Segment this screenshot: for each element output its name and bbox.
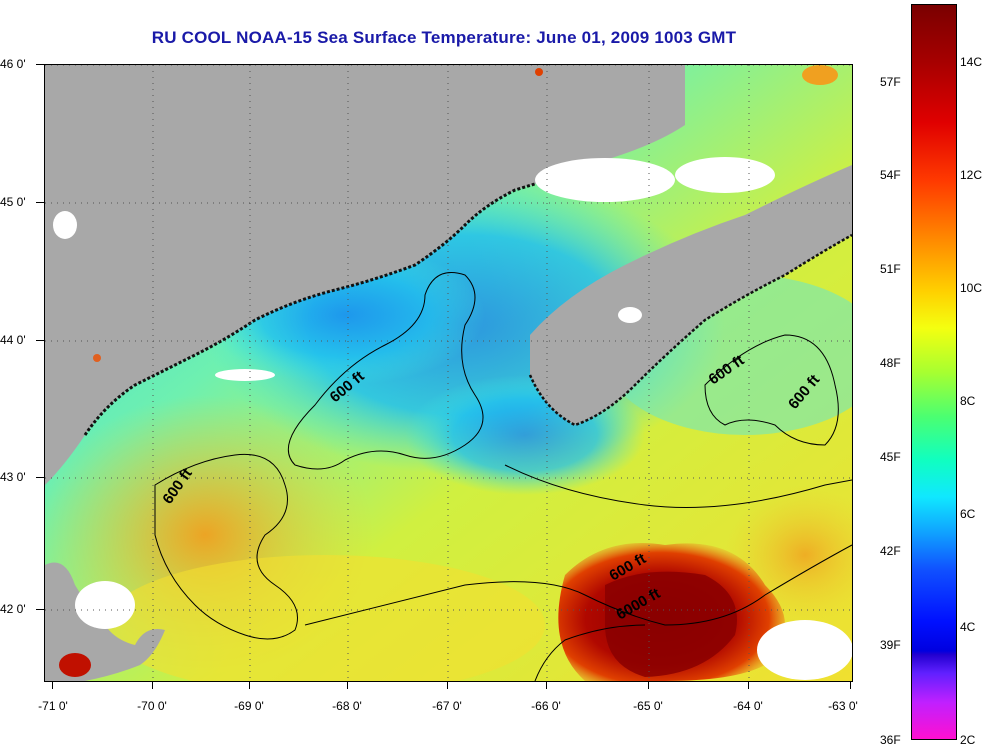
- colorbar-c-label: 2C: [960, 733, 976, 747]
- tick-mark: [249, 681, 250, 689]
- colorbar-f-label: 42F: [880, 544, 901, 558]
- warm-speck: [535, 68, 543, 76]
- tick-mark: [447, 681, 448, 689]
- longitude-label: -70 0': [137, 699, 167, 713]
- longitude-label: -63 0': [828, 699, 858, 713]
- cloud-patch: [53, 211, 77, 239]
- warm-speck: [93, 354, 101, 362]
- sst-map-svg: 600 ft 600 ft 600 ft 600 ft 600 ft 6000 …: [45, 65, 852, 681]
- sst-map[interactable]: 600 ft 600 ft 600 ft 600 ft 600 ft 6000 …: [44, 64, 853, 682]
- latitude-label: 45 0': [0, 195, 26, 209]
- land-massachusetts: [45, 562, 165, 681]
- longitude-label: -67 0': [432, 699, 462, 713]
- tick-mark: [152, 681, 153, 689]
- colorbar-f-label: 48F: [880, 356, 901, 370]
- warm-eddy-core: [605, 571, 737, 677]
- tick-mark: [748, 681, 749, 689]
- colorbar-f-label: 54F: [880, 168, 901, 182]
- colorbar-f-label: 45F: [880, 450, 901, 464]
- warm-speck: [59, 653, 91, 677]
- tick-mark: [850, 681, 851, 689]
- colorbar-f-label: 51F: [880, 262, 901, 276]
- coastline-nova-scotia: [528, 233, 852, 427]
- colorbar-c-label: 8C: [960, 394, 976, 408]
- tick-mark: [52, 681, 53, 689]
- cloud-patch: [75, 581, 135, 629]
- latitude-label: 42 0': [0, 602, 26, 616]
- colorbar-f-label: 57F: [880, 75, 901, 89]
- colorbar-f-label: 39F: [880, 638, 901, 652]
- tick-mark: [36, 64, 44, 65]
- warm-speck: [802, 65, 838, 85]
- colorbar-c-label: 6C: [960, 507, 976, 521]
- tick-mark: [648, 681, 649, 689]
- colorbar-c-label: 14C: [960, 55, 983, 69]
- colorbar-c-label: 12C: [960, 168, 983, 182]
- longitude-label: -66 0': [531, 699, 561, 713]
- cloud-patch: [535, 158, 675, 202]
- longitude-label: -71 0': [38, 699, 68, 713]
- land-maine: [45, 65, 685, 485]
- map-title: RU COOL NOAA-15 Sea Surface Temperature:…: [151, 28, 737, 47]
- colorbar-c-label: 10C: [960, 281, 983, 295]
- latitude-label: 44 0': [0, 333, 26, 347]
- longitude-label: -64 0': [733, 699, 763, 713]
- warm-water-region: [105, 555, 545, 681]
- land-nova-scotia: [530, 165, 852, 425]
- longitude-label: -65 0': [633, 699, 663, 713]
- tick-mark: [36, 609, 44, 610]
- tick-mark: [546, 681, 547, 689]
- bathymetry-contours: [154, 272, 852, 681]
- coastline-maine: [83, 158, 606, 436]
- longitude-label: -68 0': [332, 699, 362, 713]
- tick-mark: [36, 477, 44, 478]
- temperature-colorbar: [911, 4, 957, 740]
- tick-mark: [36, 202, 44, 203]
- latitude-label: 43 0': [0, 470, 26, 484]
- longitude-label: -69 0': [234, 699, 264, 713]
- cloud-patch: [215, 369, 275, 381]
- graticule: [45, 65, 852, 681]
- cloud-patch: [757, 620, 852, 680]
- latitude-label: 46 0': [0, 57, 26, 71]
- tick-mark: [36, 340, 44, 341]
- tick-mark: [347, 681, 348, 689]
- cloud-patch: [618, 307, 642, 323]
- cloud-patch: [675, 157, 775, 193]
- colorbar-f-label: 36F: [880, 733, 901, 747]
- colorbar-c-label: 4C: [960, 620, 976, 634]
